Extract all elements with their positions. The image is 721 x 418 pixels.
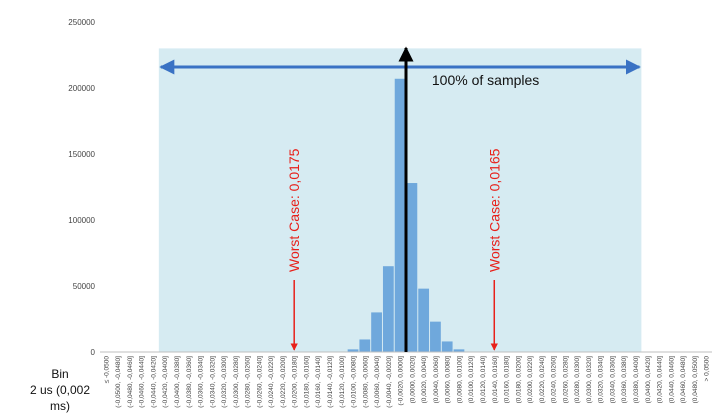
x-tick-label: (-0,0260, -0,0240] bbox=[256, 356, 263, 408]
x-tick-label: (0,0240, 0,0260] bbox=[551, 356, 558, 404]
x-tick-label: (-0,0480, -0,0460] bbox=[127, 356, 134, 408]
x-tick-label: (-0,0080, -0,0060] bbox=[362, 356, 369, 408]
bar bbox=[347, 349, 359, 352]
x-tick-label: (-0,0420, -0,0400] bbox=[162, 356, 169, 408]
x-axis-label-line1: Bin bbox=[51, 367, 69, 381]
x-tick-label: (-0,0020, 0,0000] bbox=[398, 356, 405, 406]
x-tick-label: (-0,0160, -0,0140] bbox=[315, 356, 322, 408]
x-tick-label: (-0,0180, -0,0160] bbox=[303, 356, 310, 408]
x-tick-label: (-0,0140, -0,0120] bbox=[327, 356, 334, 408]
worst-case-right-label: Worst Case: 0,0165 bbox=[486, 148, 502, 272]
bar bbox=[441, 341, 453, 352]
x-tick-label: (-0,0460, -0,0440] bbox=[139, 356, 146, 408]
x-tick-label: (0,0380, 0,0400] bbox=[633, 356, 640, 404]
x-tick-label: (0,0040, 0,0060] bbox=[433, 356, 440, 404]
x-tick-label: (0,0320, 0,0340] bbox=[598, 356, 605, 404]
x-tick-label: (0,0400, 0,0420] bbox=[645, 356, 652, 404]
x-tick-label: (0,0140, 0,0160] bbox=[492, 356, 499, 404]
y-tick-label: 150000 bbox=[68, 150, 95, 159]
x-tick-label: (0,0100, 0,0120] bbox=[468, 356, 475, 404]
x-tick-label: (0,0300, 0,0320] bbox=[586, 356, 593, 404]
range-arrow-label: 100% of samples bbox=[432, 72, 539, 88]
bar bbox=[453, 349, 465, 352]
x-tick-label: (0,0440, 0,0460] bbox=[668, 356, 675, 404]
worst-case-left-label: Worst Case: 0,0175 bbox=[286, 148, 302, 272]
x-tick-label: (0,0480, 0,0500] bbox=[692, 356, 699, 404]
y-tick-label: 0 bbox=[91, 348, 96, 357]
x-tick-label: (0,0280, 0,0300] bbox=[574, 356, 581, 404]
y-tick-label: 50000 bbox=[73, 282, 96, 291]
x-tick-label: (0,0260, 0,0280] bbox=[562, 356, 569, 404]
x-tick-label: (-0,0380, -0,0360] bbox=[186, 356, 193, 408]
x-tick-label: (-0,0100, -0,0080] bbox=[351, 356, 358, 408]
x-tick-label: (-0,0440, -0,0420] bbox=[150, 356, 157, 408]
x-tick-label: (-0,0500, -0,0480] bbox=[115, 356, 122, 408]
bar bbox=[406, 183, 418, 352]
x-tick-label: (-0,0320, -0,0300] bbox=[221, 356, 228, 408]
x-tick-label: (0,0080, 0,0100] bbox=[456, 356, 463, 404]
x-tick-label: (0,0000, 0,0020] bbox=[409, 356, 416, 404]
bar bbox=[430, 321, 441, 352]
x-tick-label: (-0,0360, -0,0340] bbox=[198, 356, 205, 408]
x-tick-label: (0,0360, 0,0380] bbox=[621, 356, 628, 404]
x-axis-label: Bin 2 us (0,002 ms) bbox=[20, 366, 100, 414]
x-tick-label: (-0,0240, -0,0220] bbox=[268, 356, 275, 408]
bar bbox=[371, 312, 382, 352]
bar bbox=[359, 339, 371, 352]
x-tick-label: (-0,0400, -0,0380] bbox=[174, 356, 181, 408]
x-tick-label: (-0,0120, -0,0100] bbox=[339, 356, 346, 408]
bar bbox=[394, 78, 406, 352]
x-tick-label: (-0,0220, -0,0200] bbox=[280, 356, 287, 408]
y-tick-label: 250000 bbox=[68, 18, 95, 27]
x-tick-label: (0,0060, 0,0080] bbox=[445, 356, 452, 404]
x-tick-label: (0,0420, 0,0440] bbox=[657, 356, 664, 404]
x-tick-label: (-0,0040, -0,0020] bbox=[386, 356, 393, 408]
y-tick-label: 100000 bbox=[68, 216, 95, 225]
x-tick-label: (-0,0280, -0,0260] bbox=[245, 356, 252, 408]
x-axis-label-line2: 2 us (0,002 ms) bbox=[29, 383, 91, 413]
x-tick-label: ≤ -0,0500 bbox=[103, 356, 110, 384]
bar bbox=[382, 266, 394, 352]
x-tick-label: (0,0460, 0,0480] bbox=[680, 356, 687, 404]
x-tick-label: (0,0340, 0,0360] bbox=[609, 356, 616, 404]
x-tick-label: (0,0020, 0,0040] bbox=[421, 356, 428, 404]
x-tick-label: > 0,0500 bbox=[704, 356, 711, 382]
x-tick-label: (0,0220, 0,0240] bbox=[539, 356, 546, 404]
x-tick-label: (-0,0340, -0,0320] bbox=[209, 356, 216, 408]
x-tick-label: (0,0180, 0,0200] bbox=[515, 356, 522, 404]
x-tick-label: (0,0160, 0,0180] bbox=[504, 356, 511, 404]
y-tick-label: 200000 bbox=[68, 84, 95, 93]
x-tick-label: (-0,0200, -0,0180] bbox=[292, 356, 299, 408]
x-tick-label: (0,0120, 0,0140] bbox=[480, 356, 487, 404]
bar bbox=[418, 288, 430, 352]
x-tick-label: (0,0200, 0,0220] bbox=[527, 356, 534, 404]
x-tick-label: (-0,0300, -0,0280] bbox=[233, 356, 240, 408]
x-tick-label: (-0,0060, -0,0040] bbox=[374, 356, 381, 408]
